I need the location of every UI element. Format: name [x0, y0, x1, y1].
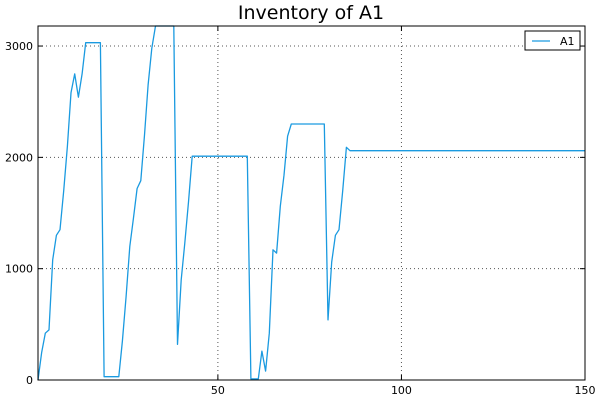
y-tick-label: 3000	[5, 40, 33, 53]
y-tick-label: 0	[26, 374, 33, 387]
legend: A1	[524, 30, 581, 51]
y-tick-label: 2000	[5, 151, 33, 164]
x-tick-label: 150	[575, 384, 596, 397]
chart-title: Inventory of A1	[238, 2, 384, 24]
plot-area	[37, 25, 585, 381]
legend-label: A1	[560, 35, 575, 48]
x-tick-label: 50	[211, 384, 225, 397]
grid	[38, 26, 585, 380]
plot-frame	[37, 25, 586, 381]
axes: 50 100 150 0 1000 2000 3000	[5, 25, 596, 397]
legend-box	[524, 30, 581, 51]
series-line-a1	[37, 25, 585, 381]
y-tick-label: 1000	[5, 263, 33, 276]
x-tick-label: 100	[391, 384, 412, 397]
